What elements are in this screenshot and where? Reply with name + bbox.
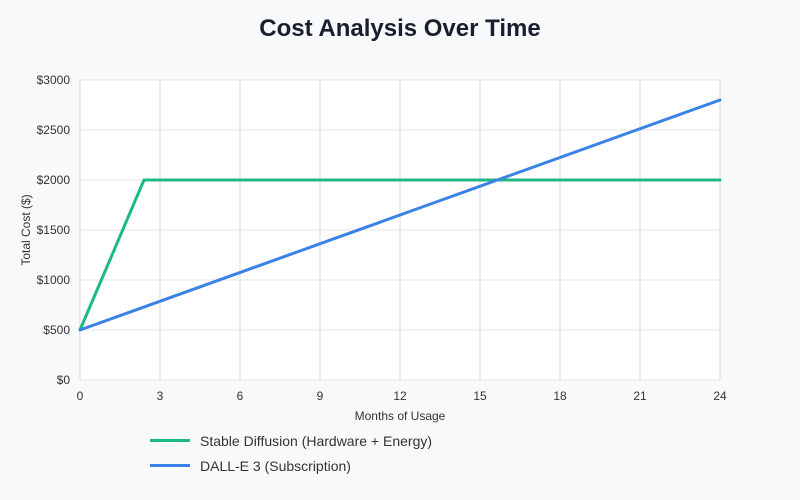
line-chart: $0 $500 $1000 $1500 $2000 $2500 $3000 0 3 6 9 12 15 1… bbox=[19, 73, 727, 423]
x-tick-label: 12 bbox=[393, 389, 407, 403]
series-line-1 bbox=[78, 98, 722, 332]
x-tick-label: 15 bbox=[473, 389, 487, 403]
legend-item-stable-diffusion[interactable]: Stable Diffusion (Hardware + Energy) bbox=[150, 428, 432, 453]
x-axis-label: Months of Usage bbox=[355, 409, 446, 423]
grid bbox=[79, 79, 721, 381]
tick-labels: $0 $500 $1000 $1500 $2000 $2500 $3000 0 3 6 9 12 15 1… bbox=[37, 73, 727, 403]
y-tick-label: $1500 bbox=[37, 223, 71, 237]
legend-swatch-dalle bbox=[150, 464, 190, 467]
y-tick-label: $3000 bbox=[37, 73, 71, 87]
legend: Stable Diffusion (Hardware + Energy) DAL… bbox=[150, 428, 432, 478]
y-tick-label: $2500 bbox=[37, 123, 71, 137]
legend-item-dalle[interactable]: DALL-E 3 (Subscription) bbox=[150, 453, 432, 478]
x-tick-label: 21 bbox=[633, 389, 647, 403]
y-tick-label: $0 bbox=[57, 373, 71, 387]
x-tick-label: 18 bbox=[553, 389, 567, 403]
x-tick-label: 9 bbox=[317, 389, 324, 403]
legend-swatch-stable-diffusion bbox=[150, 439, 190, 442]
x-tick-label: 0 bbox=[77, 389, 84, 403]
series-line-0 bbox=[78, 178, 722, 332]
x-tick-label: 24 bbox=[713, 389, 727, 403]
y-tick-label: $2000 bbox=[37, 173, 71, 187]
y-tick-label: $500 bbox=[43, 323, 70, 337]
legend-label: Stable Diffusion (Hardware + Energy) bbox=[200, 432, 433, 449]
y-axis-label: Total Cost ($) bbox=[19, 194, 33, 265]
y-tick-label: $1000 bbox=[37, 273, 71, 287]
x-tick-label: 3 bbox=[157, 389, 164, 403]
legend-label: DALL-E 3 (Subscription) bbox=[200, 457, 351, 474]
series-lines bbox=[78, 98, 722, 332]
x-tick-label: 6 bbox=[237, 389, 244, 403]
chart-title: Cost Analysis Over Time bbox=[259, 15, 541, 42]
